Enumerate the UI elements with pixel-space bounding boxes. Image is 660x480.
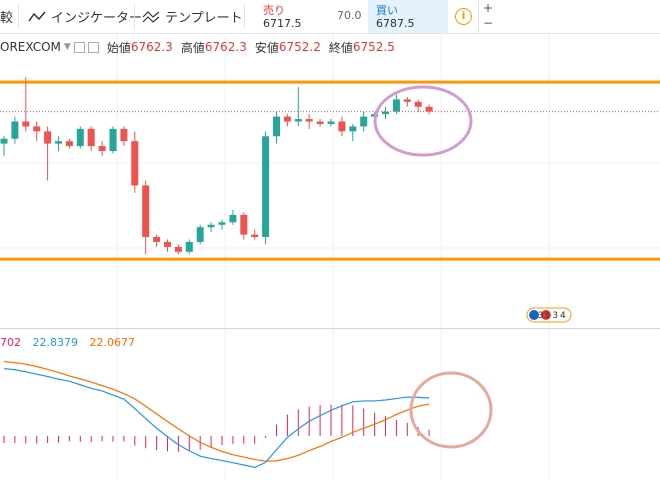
candle-body <box>392 99 400 112</box>
toolbar-divider <box>244 4 245 29</box>
sell-price: 6717.5 <box>263 17 302 30</box>
candle-body <box>262 136 270 238</box>
event-badge-count: 4 <box>560 311 566 321</box>
indicators-button[interactable]: インジケーター <box>28 0 142 33</box>
candle-body <box>414 101 422 107</box>
candle-body <box>196 227 204 242</box>
open-value: 6762.3 <box>130 40 173 54</box>
zoom-out-button[interactable]: − <box>483 16 494 30</box>
candle-body <box>294 119 302 122</box>
compare-button[interactable]: 較 <box>0 0 13 33</box>
compare-label: 較 <box>0 11 14 26</box>
spread-value: 70.0 <box>337 9 362 22</box>
candle-body <box>76 128 84 147</box>
candle-body <box>273 116 280 137</box>
settings-icon[interactable] <box>87 41 99 53</box>
event-badge[interactable]: 33 3 4 <box>526 307 572 323</box>
macd-histogram <box>3 404 430 452</box>
candle-body <box>11 121 19 139</box>
high-value: 6762.3 <box>204 40 247 54</box>
ohlc-legend: OREXCOM ▼ 始値 6762.3 高値 6762.3 安値 6752.2 … <box>0 38 395 56</box>
candle-body <box>174 246 182 252</box>
candle-body <box>33 126 41 132</box>
candle-body <box>338 121 346 132</box>
highlight-ellipse-top <box>373 85 473 157</box>
candle-body <box>164 241 171 247</box>
candle-body <box>98 146 106 151</box>
toolbar-divider <box>134 4 135 29</box>
candle-body <box>283 116 291 122</box>
low-value: 6752.2 <box>278 40 321 54</box>
candle-body <box>425 106 433 112</box>
candle-body <box>87 128 95 147</box>
candle-body <box>120 128 128 142</box>
macd-value: 22.8379 <box>32 336 79 349</box>
buy-price: 6787.5 <box>376 17 415 30</box>
zoom-in-button[interactable]: + <box>483 1 494 15</box>
candle-body <box>349 126 357 132</box>
candle-body <box>109 128 117 151</box>
highlight-ellipse-bottom <box>409 371 493 449</box>
eye-icon[interactable] <box>73 41 85 53</box>
templates-label: テンプレート <box>165 11 243 26</box>
candle-body <box>360 116 368 127</box>
sell-button[interactable]: 売り 6717.5 <box>257 0 367 33</box>
candles <box>0 77 433 255</box>
info-icon[interactable]: i <box>455 8 472 25</box>
flag-icon <box>541 310 551 320</box>
candle-body <box>316 121 324 124</box>
candle-body <box>218 222 226 225</box>
candle-body <box>22 121 30 127</box>
candle-body <box>240 214 248 235</box>
candle-body <box>382 111 389 115</box>
event-badge-text: 33 3 <box>538 311 558 321</box>
candle-body <box>65 141 73 147</box>
sell-label: 売り <box>263 4 285 17</box>
candle-body <box>185 241 193 252</box>
buy-button[interactable]: 買い 6787.5 <box>368 0 448 33</box>
indicators-icon <box>28 11 46 21</box>
flag-icon <box>529 310 539 320</box>
candle-body <box>403 99 411 102</box>
candle-body <box>305 119 313 122</box>
templates-button[interactable]: テンプレート <box>142 0 243 33</box>
symbol-label[interactable]: OREXCOM <box>0 40 61 54</box>
chart-canvas[interactable]: 33 3 4 <box>0 33 660 480</box>
zoom-controls: + − <box>478 0 495 33</box>
chevron-down-icon[interactable]: ▼ <box>63 42 71 52</box>
templates-icon <box>142 10 160 23</box>
open-label: 始値 <box>106 40 131 55</box>
macd-line <box>3 367 430 468</box>
candle-body <box>229 214 237 223</box>
low-label: 安値 <box>254 40 279 55</box>
close-value: 6752.5 <box>352 40 395 54</box>
candle-body <box>207 224 215 228</box>
top-toolbar: 較 インジケーター テンプレート 売り 6717.5 70.0 買い 6787.… <box>0 0 660 34</box>
candle-body <box>55 141 62 144</box>
macd-hist-value: 702 <box>0 336 21 349</box>
candle-body <box>153 237 161 242</box>
high-label: 高値 <box>180 40 205 55</box>
candle-body <box>0 138 8 144</box>
signal-line <box>3 360 430 462</box>
indicators-label: インジケーター <box>51 11 143 26</box>
candle-body <box>327 121 335 124</box>
candle-body <box>251 234 259 238</box>
buy-label: 買い <box>376 4 398 17</box>
macd-legend: 702 22.8379 22.0677 <box>0 336 135 349</box>
candle-body <box>44 131 52 144</box>
horizontal-levels <box>0 80 660 261</box>
close-label: 終値 <box>328 40 353 55</box>
candle-body <box>142 185 150 238</box>
toolbar-divider <box>18 4 19 29</box>
candle-body <box>131 141 139 186</box>
chart-grid <box>0 33 660 480</box>
signal-value: 22.0677 <box>89 336 136 349</box>
